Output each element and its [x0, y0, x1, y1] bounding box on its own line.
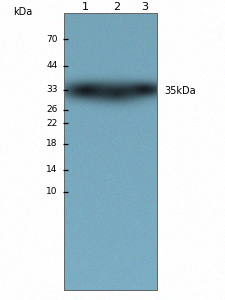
Text: 44: 44 [46, 61, 57, 70]
Text: 18: 18 [46, 140, 57, 148]
Text: 26: 26 [46, 105, 57, 114]
Text: 70: 70 [46, 34, 57, 43]
Text: 3: 3 [142, 2, 149, 13]
Text: kDa: kDa [13, 7, 32, 17]
Text: 2: 2 [113, 2, 121, 13]
Text: 10: 10 [46, 188, 57, 196]
Text: 14: 14 [46, 165, 57, 174]
Text: 35kDa: 35kDa [164, 85, 196, 96]
Text: 33: 33 [46, 85, 57, 94]
Text: 22: 22 [46, 118, 57, 127]
Text: 1: 1 [82, 2, 89, 13]
